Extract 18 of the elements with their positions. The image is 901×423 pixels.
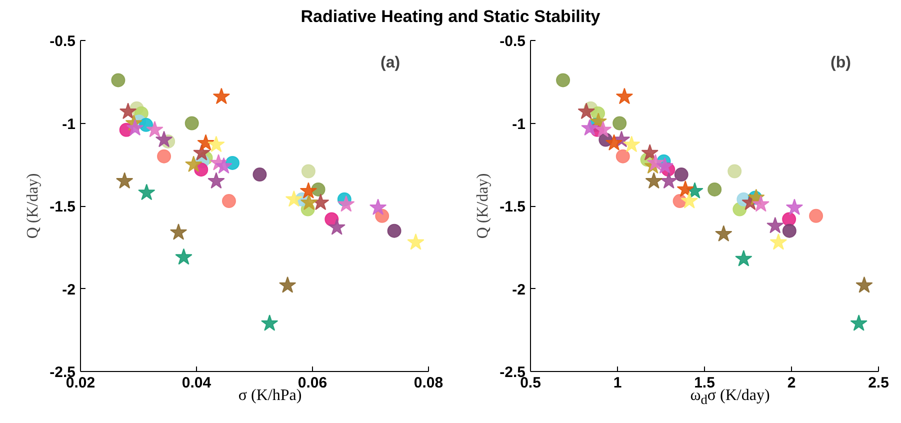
y-tick-label: -1 xyxy=(512,116,526,133)
y-tick-label: -2 xyxy=(512,281,526,298)
y-tick-label: -0.5 xyxy=(50,33,76,50)
x-tick-label: 0.08 xyxy=(414,374,444,392)
chart-title: Radiative Heating and Static Stability xyxy=(300,6,600,28)
y-tick-label: -2 xyxy=(62,281,76,298)
y-axis-title: Q (K/day) xyxy=(24,173,42,239)
x-tick-label: 2 xyxy=(787,374,796,392)
y-tick-label: -1.5 xyxy=(50,198,76,216)
x-tick-label: 0.04 xyxy=(182,374,212,392)
x-tick-label: 2.5 xyxy=(868,374,889,392)
y-tick-label: -0.5 xyxy=(500,33,526,50)
y-axis-title: Q (K/day) xyxy=(474,173,492,239)
annotation: (b) xyxy=(830,54,851,72)
annotation: (a) xyxy=(380,54,400,72)
y-tick-label: -1 xyxy=(62,116,76,133)
y-tick-label: -1.5 xyxy=(500,198,526,216)
x-tick-label: 1 xyxy=(613,374,622,392)
